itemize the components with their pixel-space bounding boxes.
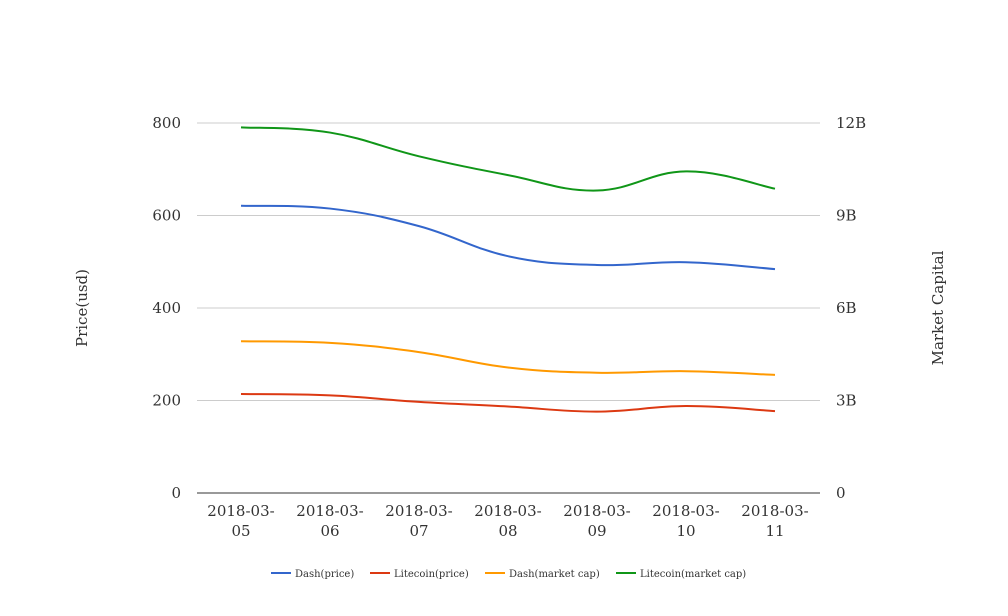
left-axis-title: Price(usd) (73, 269, 91, 347)
series-line-0 (240, 204, 776, 271)
left-tick-label: 400 (152, 299, 181, 317)
x-tick-label: 2018-03-05 (207, 502, 274, 540)
right-tick-label: 3B (836, 392, 857, 410)
legend-label: Litecoin(market cap) (640, 569, 746, 580)
left-tick-label: 200 (152, 392, 181, 410)
left-tick-label: 600 (152, 207, 181, 225)
right-tick-label: 9B (836, 207, 857, 225)
series-line-3 (240, 126, 776, 192)
legend-label: Litecoin(price) (394, 569, 469, 580)
x-tick-label: 2018-03-06 (296, 502, 363, 540)
x-tick-label: 2018-03-07 (385, 502, 452, 540)
legend-label: Dash(price) (295, 569, 354, 580)
right-axis-title: Market Capital (929, 250, 947, 365)
gridlines (197, 122, 820, 494)
left-tick-label: 800 (152, 114, 181, 132)
x-tick-label: 2018-03-10 (652, 502, 719, 540)
series-line-2 (240, 340, 776, 376)
right-tick-label: 6B (836, 299, 857, 317)
legend: Dash(price) Litecoin(price) Dash(market ca… (271, 569, 746, 580)
right-axis-ticks: 0 3B 6B 9B 12B (836, 114, 866, 502)
right-tick-label: 0 (836, 484, 846, 502)
right-tick-label: 12B (836, 114, 866, 132)
x-tick-label: 2018-03-09 (563, 502, 630, 540)
left-tick-label: 0 (171, 484, 181, 502)
x-axis-ticks: 2018-03-05 2018-03-06 2018-03-07 2018-03-08… (207, 502, 808, 540)
series-line-1 (240, 393, 776, 413)
x-tick-label: 2018-03-11 (741, 502, 808, 540)
x-tick-label: 2018-03-08 (474, 502, 541, 540)
series-lines (240, 126, 776, 413)
left-axis-ticks: 0 200 400 600 800 (152, 114, 181, 502)
legend-label: Dash(market cap) (509, 569, 600, 580)
